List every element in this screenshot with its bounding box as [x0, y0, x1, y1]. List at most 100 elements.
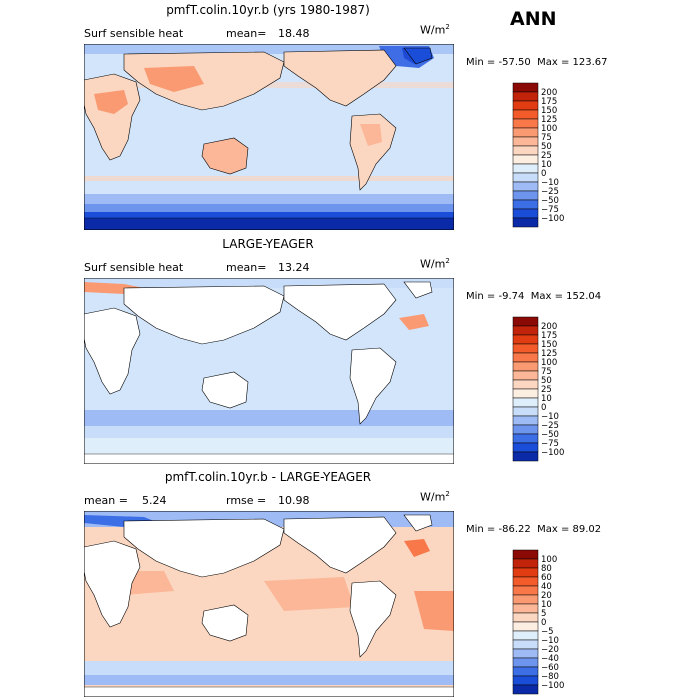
- colorbar-box: [512, 397, 539, 408]
- colorbar-level-label: 0: [541, 169, 546, 179]
- panel-2-units: W/m2: [420, 257, 450, 271]
- colorbar-level-label: 5: [541, 609, 546, 619]
- colorbar-level-label: −20: [541, 645, 559, 655]
- colorbar-level-label: −50: [541, 430, 559, 440]
- colorbar-box: [512, 621, 539, 632]
- panel-1-min-max: Min = -57.50 Max = 123.67: [466, 57, 608, 68]
- colorbar-level-label: −75: [541, 205, 559, 215]
- colorbar-box: [512, 208, 539, 219]
- colorbar-level-label: 20: [541, 591, 552, 601]
- panel-1-units: W/m2: [420, 23, 450, 37]
- colorbar-box: [512, 181, 539, 192]
- colorbar-level-label: 0: [541, 618, 546, 628]
- panel-3-rmse-value: 10.98: [278, 494, 310, 507]
- colorbar-level-label: −60: [541, 663, 559, 673]
- colorbar-box: [512, 612, 539, 623]
- colorbar-box: [512, 433, 539, 444]
- colorbar-level-label: 25: [541, 151, 552, 161]
- colorbar-box: [512, 163, 539, 174]
- colorbar-level-label: 10: [541, 160, 552, 170]
- colorbar-level-label: 200: [541, 88, 557, 98]
- colorbar-level-label: −5: [541, 627, 554, 637]
- colorbar-box: [512, 684, 539, 695]
- colorbar-box: [512, 325, 539, 336]
- colorbar-box: [512, 352, 539, 363]
- colorbar-box: [512, 594, 539, 605]
- panel-1-title: pmfT.colin.10yr.b (yrs 1980-1987): [166, 3, 370, 17]
- colorbar-level-label: 100: [541, 358, 557, 368]
- colorbar-box: [512, 127, 539, 138]
- colorbar-box: [512, 145, 539, 156]
- colorbar-box: [512, 136, 539, 147]
- panel-1-map: [84, 44, 454, 230]
- colorbar-level-label: 25: [541, 385, 552, 395]
- colorbar-box: [512, 567, 539, 578]
- colorbar-box: [512, 316, 539, 327]
- colorbar-level-label: 175: [541, 97, 557, 107]
- colorbar-box: [512, 585, 539, 596]
- colorbar-box: [512, 648, 539, 659]
- colorbar-box: [512, 199, 539, 210]
- colorbar-level-label: −10: [541, 636, 559, 646]
- colorbar-box: [512, 379, 539, 390]
- colorbar-level-label: 10: [541, 394, 552, 404]
- colorbar-box: [512, 675, 539, 686]
- panel-1-variable-label: Surf sensible heat: [84, 27, 184, 40]
- panel-2-variable-label: Surf sensible heat: [84, 261, 184, 274]
- panel-1-mean-label: mean=: [226, 27, 267, 40]
- colorbar-box: [512, 91, 539, 102]
- colorbar-level-label: −10: [541, 178, 559, 188]
- colorbar-level-label: 75: [541, 367, 552, 377]
- colorbar-box: [512, 370, 539, 381]
- colorbar-level-label: 200: [541, 322, 557, 332]
- colorbar-level-label: −50: [541, 196, 559, 206]
- colorbar-level-label: −100: [541, 448, 564, 458]
- colorbar-level-label: 75: [541, 133, 552, 143]
- colorbar-box: [512, 118, 539, 129]
- colorbar-box: [512, 657, 539, 668]
- colorbar-box: [512, 388, 539, 399]
- colorbar-level-label: 125: [541, 115, 557, 125]
- colorbar-level-label: 50: [541, 376, 552, 386]
- panel-2-title: LARGE-YEAGER: [222, 237, 314, 251]
- colorbar-box: [512, 442, 539, 453]
- colorbar-box: [512, 82, 539, 93]
- colorbar-box: [512, 415, 539, 426]
- panel-2-mean-value: 13.24: [278, 261, 310, 274]
- colorbar-level-label: 175: [541, 331, 557, 341]
- season-label: ANN: [510, 8, 557, 30]
- colorbar-level-label: 150: [541, 340, 557, 350]
- colorbar-box: [512, 639, 539, 650]
- colorbar-level-label: −25: [541, 421, 559, 431]
- colorbar-level-label: −75: [541, 439, 559, 449]
- colorbar-level-label: −100: [541, 214, 564, 224]
- colorbar-box: [512, 451, 539, 462]
- colorbar-box: [512, 100, 539, 111]
- colorbar-box: [512, 361, 539, 372]
- panel-3-rmse-label: rmse =: [226, 494, 267, 507]
- colorbar-level-label: 100: [541, 124, 557, 134]
- colorbar-box: [512, 172, 539, 183]
- colorbar-box: [512, 154, 539, 165]
- colorbar-box: [512, 558, 539, 569]
- colorbar-box: [512, 666, 539, 677]
- panel-3-min-max: Min = -86.22 Max = 89.02: [466, 524, 602, 535]
- colorbar-level-label: 100: [541, 555, 557, 565]
- panel-1-mean-value: 18.48: [278, 27, 310, 40]
- colorbar-box: [512, 343, 539, 354]
- colorbar-level-label: 125: [541, 349, 557, 359]
- colorbar-box: [512, 334, 539, 345]
- panel-3-title: pmfT.colin.10yr.b - LARGE-YEAGER: [164, 470, 372, 484]
- colorbar-box: [512, 549, 539, 560]
- colorbar-level-label: −40: [541, 654, 559, 664]
- panel-3-units: W/m2: [420, 490, 450, 504]
- panel-2-mean-label: mean=: [226, 261, 267, 274]
- colorbar-level-label: −25: [541, 187, 559, 197]
- panel-2-map: [84, 278, 454, 464]
- colorbar-box: [512, 406, 539, 417]
- panel-2-min-max: Min = -9.74 Max = 152.04: [466, 291, 602, 302]
- colorbar-level-label: 0: [541, 403, 546, 413]
